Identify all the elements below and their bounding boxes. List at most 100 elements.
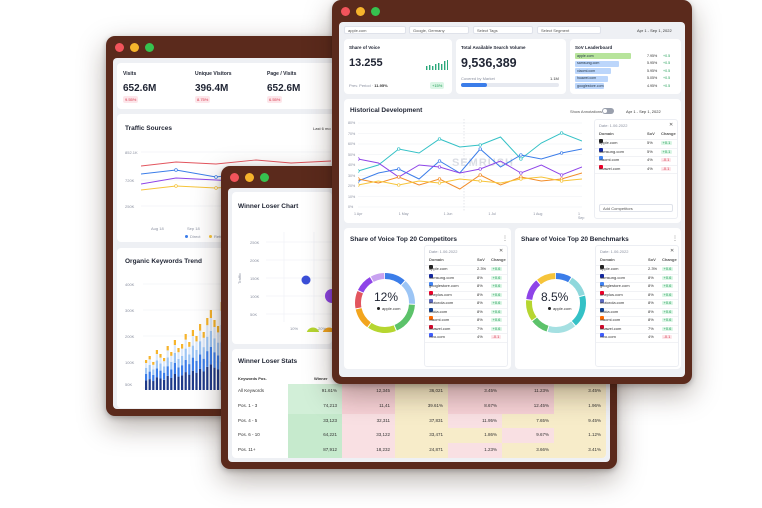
- domain-row[interactable]: googlestore.com 8% +0.6: [596, 282, 678, 292]
- close-icon[interactable]: [230, 173, 239, 182]
- y-tick-label: 70%: [348, 131, 356, 136]
- leaderboard-bar: [575, 83, 605, 89]
- bar-segment: [166, 350, 169, 358]
- maximize-icon[interactable]: [145, 43, 154, 52]
- domain-row[interactable]: motorola.com 8% +0.6: [596, 299, 678, 309]
- minimize-icon[interactable]: [130, 43, 139, 52]
- segment-select[interactable]: Select Segment: [537, 26, 601, 34]
- domain-row[interactable]: oneplus.com 8% +0.6: [596, 290, 678, 300]
- col-domain: Domain: [599, 131, 614, 136]
- domain-row[interactable]: xiaomi.com 4% -0.1: [595, 156, 677, 166]
- leaderboard-list: apple.com 7.95% +0.5 samsung.com 5.95% +…: [575, 53, 677, 93]
- change-cell: +0.6: [662, 283, 673, 288]
- domain-row[interactable]: apple.com 2.3% +0.6: [596, 265, 678, 275]
- winner-loser-scatter: [266, 232, 332, 332]
- domain-row[interactable]: motorola.com 8% +0.6: [425, 299, 507, 309]
- domain-row[interactable]: xiaomi.com 8% +0.6: [596, 316, 678, 326]
- date-range-picker[interactable]: Apr 1 - Sep 1, 2022: [637, 28, 672, 33]
- last-6-months-button[interactable]: Last 6 mo: [313, 126, 331, 131]
- domain-row[interactable]: apple.com 2.3% +0.6: [425, 265, 507, 275]
- stats-cell: 8.67%: [448, 398, 502, 414]
- close-icon[interactable]: [115, 43, 124, 52]
- series-point: [358, 157, 360, 161]
- leaderboard-value: 5.05%: [647, 76, 658, 81]
- traffic-y-tick: 250K: [125, 204, 135, 209]
- bar-segment: [188, 346, 191, 355]
- panel-close-icon[interactable]: ✕: [669, 122, 674, 128]
- stats-cell: 3.45%: [554, 384, 606, 399]
- domain-row[interactable]: samsung.com 8% +0.6: [596, 273, 678, 283]
- maximize-icon[interactable]: [371, 7, 380, 16]
- series-point: [478, 179, 482, 183]
- domain-row[interactable]: samsung.com 8% +0.6: [425, 273, 507, 283]
- metric-change-pages: 6.55%: [267, 96, 283, 103]
- sov-cell: 8%: [477, 274, 483, 280]
- bar-segment: [202, 358, 205, 372]
- bar-segment: [202, 332, 205, 338]
- stats-table: All Keywords 91.61% 12,345 36,021 3.45% 11.23…: [232, 384, 606, 458]
- domain-row[interactable]: googlestore.com 8% +0.6: [425, 282, 507, 292]
- domain-row[interactable]: xiaomi.com 8% +0.6: [425, 316, 507, 326]
- panel-close-icon[interactable]: ✕: [670, 248, 675, 254]
- site-favicon-icon: [600, 282, 604, 286]
- engine-select[interactable]: Google, Germany: [409, 26, 469, 34]
- leaderboard-domain: googlestore.com: [577, 83, 604, 88]
- panel-close-icon[interactable]: ✕: [499, 248, 504, 254]
- tags-select[interactable]: Select Tags: [473, 26, 533, 34]
- stats-cell: 91.61%: [288, 384, 342, 399]
- domain-row[interactable]: vivo.com 4% -0.1: [425, 333, 507, 343]
- donut-domain-label: apple.com: [382, 306, 401, 311]
- benchmarks-card: Share of Voice Top 20 Benchmarks ⋮ 8.5% …: [515, 228, 681, 369]
- sov-prev-value: 11.95%: [374, 83, 388, 88]
- bar-segment: [191, 370, 194, 390]
- change-cell: -0.1: [661, 165, 671, 171]
- search-volume-card: Total Available Search Volume 9,536,389 …: [456, 39, 566, 94]
- bar-segment: [188, 374, 191, 390]
- bar-segment: [170, 369, 173, 378]
- historical-y-axis: 80% 70% 60% 50% 40% 30% 20% 10% 0%: [348, 119, 358, 211]
- stats-cell: 7.65%: [502, 413, 554, 429]
- domain-row[interactable]: huawei.com 7% +0.6: [596, 324, 678, 334]
- site-favicon-icon: [429, 282, 433, 286]
- leaderboard-label: SoV Leaderboard: [575, 45, 613, 50]
- domain-label: googlestore.com: [600, 283, 630, 288]
- bar-segment: [199, 354, 202, 369]
- domain-row[interactable]: huawei.com 7% +0.6: [425, 324, 507, 334]
- more-icon[interactable]: ⋮: [672, 236, 678, 242]
- domain-row[interactable]: nokia.com 8% +0.6: [425, 307, 507, 317]
- series-point: [437, 181, 442, 185]
- bar-segment: [145, 373, 148, 381]
- annotations-toggle[interactable]: [602, 108, 614, 114]
- leaderboard-bar: [575, 75, 608, 82]
- sov-cell: 8%: [648, 274, 654, 280]
- bar-segment: [202, 347, 205, 359]
- sov-cell: 8%: [648, 300, 654, 305]
- close-icon[interactable]: [341, 7, 350, 16]
- domain-row[interactable]: huawei.com 4% -0.1: [595, 164, 677, 174]
- add-competitors-select[interactable]: Add Competitors: [599, 204, 673, 212]
- domain-select[interactable]: apple.com: [344, 26, 406, 34]
- benchmarks-donut: [526, 273, 586, 333]
- change-cell: +0.6: [662, 317, 673, 322]
- minimize-icon[interactable]: [356, 7, 365, 16]
- bar-segment: [191, 336, 194, 346]
- bar-segment: [155, 377, 158, 390]
- more-icon[interactable]: ⋮: [502, 236, 508, 242]
- domain-label: vivo.com: [600, 334, 616, 339]
- domain-label: xiaomi.com: [599, 157, 620, 162]
- donut-segment: [526, 273, 586, 333]
- sov-value: 13.255: [349, 57, 383, 69]
- stats-row-label: All Keywords: [238, 388, 265, 393]
- hist-date-range[interactable]: Apr 1 - Sep 1, 2022: [626, 109, 661, 114]
- change-cell: +0.1: [661, 140, 672, 145]
- stats-cell: 11.23%: [502, 384, 554, 399]
- domain-row[interactable]: vivo.com 4% -0.1: [596, 333, 678, 343]
- minimize-icon[interactable]: [245, 173, 254, 182]
- domain-row[interactable]: nokia.com 8% +0.6: [596, 307, 678, 317]
- bar-segment: [152, 364, 155, 370]
- domain-row[interactable]: oneplus.com 8% +0.6: [425, 290, 507, 300]
- domain-row[interactable]: samsung.com 5% +0.1: [595, 147, 677, 157]
- change-cell: +0.6: [662, 300, 673, 305]
- maximize-icon[interactable]: [260, 173, 269, 182]
- domain-row[interactable]: apple.com 5% +0.1: [595, 139, 677, 149]
